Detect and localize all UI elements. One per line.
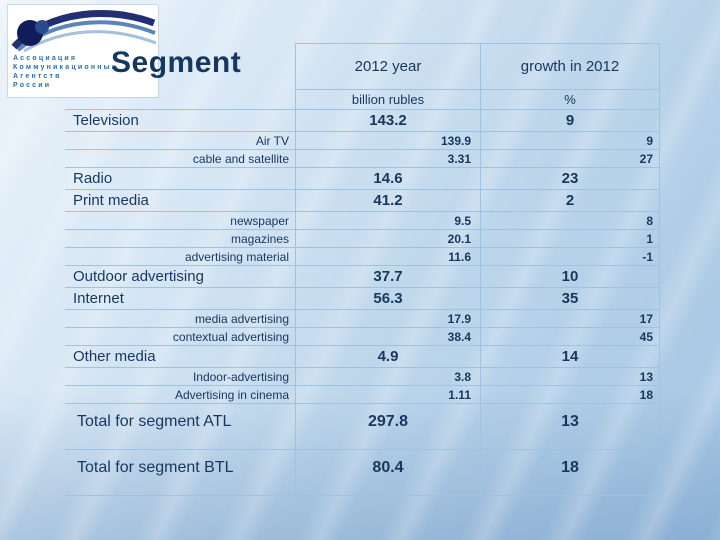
row-label: Television [65, 110, 295, 132]
row-growth: 27 [480, 150, 660, 168]
row-value: 11.6 [295, 248, 480, 266]
table-row: Total for segment ATL 297.8 13 [65, 404, 660, 450]
row-label: newspaper [65, 212, 295, 230]
row-value: 20.1 [295, 230, 480, 248]
row-value: 17.9 [295, 310, 480, 328]
row-growth: 9 [480, 110, 660, 132]
row-label: Print media [65, 190, 295, 212]
row-label: cable and satellite [65, 150, 295, 168]
row-value: 56.3 [295, 288, 480, 310]
row-growth: 45 [480, 328, 660, 346]
table-row: cable and satellite 3.31 27 [65, 150, 660, 168]
table-row: newspaper 9.5 8 [65, 212, 660, 230]
row-label: advertising material [65, 248, 295, 266]
segment-table-header: 2012 year growth in 2012 billion rubles … [65, 43, 660, 110]
table-row: Air TV 139.9 9 [65, 132, 660, 150]
row-value: 37.7 [295, 266, 480, 288]
row-value: 1.11 [295, 386, 480, 404]
logo-text-line: Ассоциация [13, 55, 78, 62]
row-growth: 13 [480, 368, 660, 386]
unit-header-percent: % [480, 90, 660, 110]
row-growth: 10 [480, 266, 660, 288]
table-row: advertising material 11.6 -1 [65, 248, 660, 266]
row-label: Outdoor advertising [65, 266, 295, 288]
row-value: 3.31 [295, 150, 480, 168]
table-row: Indoor-advertising 3.8 13 [65, 368, 660, 386]
row-value: 14.6 [295, 168, 480, 190]
row-label: Radio [65, 168, 295, 190]
logo-text: Ассоциация Коммуникационных Агентств Рос… [8, 53, 158, 90]
segment-table-body: Television 143.2 9 Air TV 139.9 9 cable and sa… [65, 110, 660, 496]
table-row: Radio 14.6 23 [65, 168, 660, 190]
row-growth: 13 [480, 404, 660, 450]
page-title: Segment [111, 46, 242, 79]
row-value: 4.9 [295, 346, 480, 368]
table-row: contextual advertising 38.4 45 [65, 328, 660, 346]
row-label: Total for segment BTL [65, 450, 295, 496]
row-growth: -1 [480, 248, 660, 266]
logo-text-line: Коммуникационных [13, 64, 118, 71]
col-header-2012-year: 2012 year [295, 43, 480, 90]
col-header-growth-2012: growth in 2012 [480, 43, 660, 90]
table-row: Print media 41.2 2 [65, 190, 660, 212]
unit-header-billion-rubles: billion rubles [295, 90, 480, 110]
row-value: 9.5 [295, 212, 480, 230]
table-row: magazines 20.1 1 [65, 230, 660, 248]
row-label: Advertising in cinema [65, 386, 295, 404]
row-growth: 8 [480, 212, 660, 230]
row-growth: 1 [480, 230, 660, 248]
table-row: Internet 56.3 35 [65, 288, 660, 310]
row-growth: 18 [480, 386, 660, 404]
logo-text-line: Агентств [13, 73, 62, 80]
row-label: Indoor-advertising [65, 368, 295, 386]
table-row: Outdoor advertising 37.7 10 [65, 266, 660, 288]
akar-logo: Ассоциация Коммуникационных Агентств Рос… [8, 5, 158, 97]
table-row: Advertising in cinema 1.11 18 [65, 386, 660, 404]
table-row: Other media 4.9 14 [65, 346, 660, 368]
row-value: 41.2 [295, 190, 480, 212]
row-value: 3.8 [295, 368, 480, 386]
row-label: Air TV [65, 132, 295, 150]
row-label: Internet [65, 288, 295, 310]
row-value: 297.8 [295, 404, 480, 450]
row-label: Total for segment ATL [65, 404, 295, 450]
row-label: magazines [65, 230, 295, 248]
table-row: Television 143.2 9 [65, 110, 660, 132]
row-growth: 18 [480, 450, 660, 496]
row-growth: 14 [480, 346, 660, 368]
row-growth: 23 [480, 168, 660, 190]
table-row: Total for segment BTL 80.4 18 [65, 450, 660, 496]
table-row: media advertising 17.9 17 [65, 310, 660, 328]
row-value: 38.4 [295, 328, 480, 346]
segment-table: 2012 year growth in 2012 billion rubles … [65, 43, 660, 496]
row-label: media advertising [65, 310, 295, 328]
row-label: Other media [65, 346, 295, 368]
row-growth: 35 [480, 288, 660, 310]
row-growth: 17 [480, 310, 660, 328]
row-growth: 9 [480, 132, 660, 150]
row-value: 143.2 [295, 110, 480, 132]
row-value: 139.9 [295, 132, 480, 150]
row-label: contextual advertising [65, 328, 295, 346]
logo-swoosh-icon [11, 10, 157, 53]
row-value: 80.4 [295, 450, 480, 496]
row-growth: 2 [480, 190, 660, 212]
header-segment-spacer [65, 43, 295, 110]
logo-text-line: России [13, 82, 52, 89]
